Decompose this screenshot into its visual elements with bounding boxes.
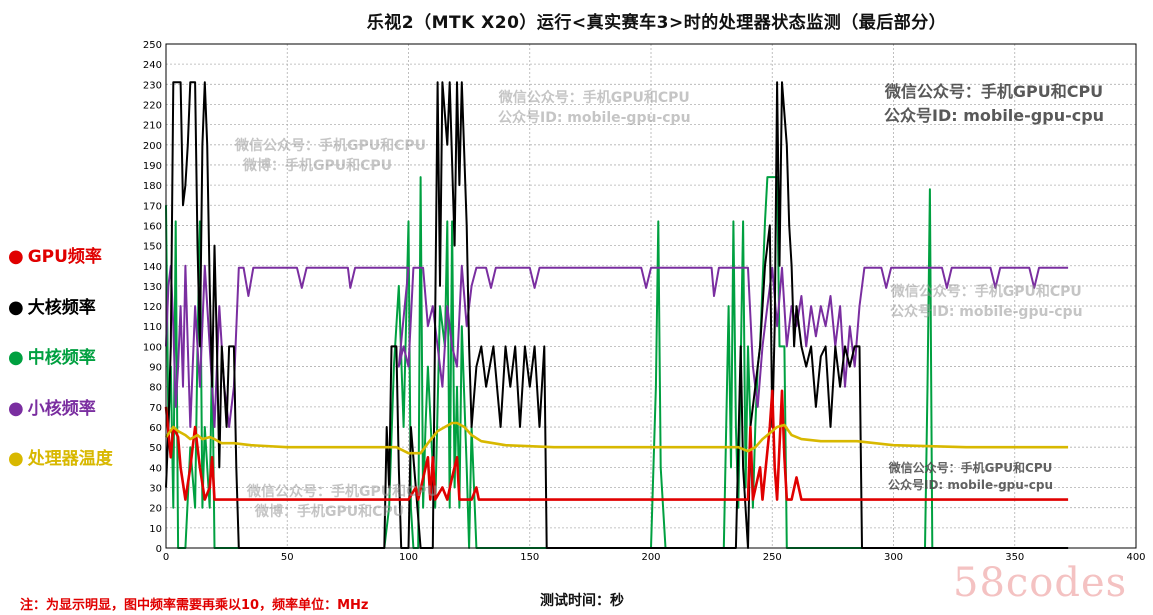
y-tick-label: 170 — [143, 201, 162, 212]
x-tick-label: 100 — [399, 552, 418, 563]
axes: 0 10 20 30 40 50 60 70 80 90 100 110 120 130 140 150 160… — [143, 40, 1146, 563]
y-tick-label: 190 — [143, 161, 162, 172]
watermark-6: 微信公众号：手机GPU和CPU 微博：手机GPU和CPU — [247, 484, 439, 520]
y-tick-label: 90 — [149, 363, 162, 374]
y-tick-label: 110 — [143, 322, 162, 333]
legend-label-gpu: GPU频率 — [27, 247, 102, 267]
series-line-1 — [165, 81, 1069, 549]
x-tick-label: 300 — [884, 552, 903, 563]
legend-item-little-core: ● 小核频率 — [8, 394, 96, 419]
x-tick-label: 250 — [763, 552, 782, 563]
watermark-4: 微信公众号：手机GPU和CPU 公众号ID: mobile-gpu-cpu — [890, 284, 1083, 320]
site-watermark: 58codes — [953, 560, 1128, 606]
watermark-1: 微信公众号：手机GPU和CPU 公众号ID: mobile-gpu-cpu — [498, 90, 691, 126]
y-tick-label: 0 — [156, 544, 162, 555]
y-tick-label: 160 — [143, 221, 162, 232]
chart-title: 乐视2（MTK X20）运行<真实赛车3>时的处理器状态监测（最后部分） — [366, 13, 947, 33]
y-tick-label: 140 — [143, 262, 162, 273]
series-line-0 — [164, 389, 1069, 501]
x-tick-label: 50 — [281, 552, 294, 563]
y-tick-label: 210 — [143, 121, 162, 132]
y-tick-label: 200 — [143, 141, 162, 152]
legend-label-temperature: 处理器温度 — [27, 449, 113, 469]
y-tick-label: 40 — [149, 463, 162, 474]
legend-dot-mid-core: ● — [8, 347, 24, 368]
series-layer — [164, 81, 1069, 549]
y-tick-label: 120 — [143, 302, 162, 313]
legend-item-temperature: ● 处理器温度 — [8, 444, 113, 469]
y-tick-label: 50 — [149, 443, 162, 454]
y-tick-label: 30 — [149, 484, 162, 495]
x-tick-label: 400 — [1126, 552, 1145, 563]
plot-frame — [165, 43, 1137, 549]
y-tick-label: 100 — [143, 342, 162, 353]
x-tick-label: 200 — [641, 552, 660, 563]
y-tick-label: 80 — [149, 383, 162, 394]
legend-label-big-core: 大核频率 — [27, 298, 96, 318]
y-tick-label: 70 — [149, 403, 162, 414]
x-axis-label: 测试时间：秒 — [540, 593, 624, 609]
legend-dot-little-core: ● — [8, 398, 24, 419]
legend-dot-temperature: ● — [8, 448, 24, 469]
x-tick-label: 150 — [520, 552, 539, 563]
y-tick-label: 240 — [143, 60, 162, 71]
watermark-5: 微信公众号：手机GPU和CPU 公众号ID: mobile-gpu-cpu — [888, 461, 1054, 492]
y-tick-label: 180 — [143, 181, 162, 192]
frequency-note: 注：为显示明显，图中频率需要再乘以10，频率单位：MHz — [20, 598, 369, 613]
y-tick-label: 20 — [149, 504, 162, 515]
y-tick-label: 220 — [143, 100, 162, 111]
series-line-4 — [164, 421, 1069, 455]
watermark-2: 微信公众号：手机GPU和CPU 微博：手机GPU和CPU — [235, 138, 427, 174]
watermark-3: 微信公众号：手机GPU和CPU 公众号ID: mobile-gpu-cpu — [884, 82, 1105, 125]
grid-lines — [165, 43, 1137, 549]
y-tick-label: 130 — [143, 282, 162, 293]
legend-item-gpu: ● GPU频率 — [8, 242, 102, 267]
x-tick-label: 0 — [163, 552, 169, 563]
x-tick-label: 350 — [1005, 552, 1024, 563]
legend-label-mid-core: 中核频率 — [27, 348, 96, 368]
y-tick-label: 150 — [143, 242, 162, 253]
legend-dot-gpu: ● — [8, 246, 24, 267]
legend-item-mid-core: ● 中核频率 — [8, 343, 96, 368]
series-line-3 — [165, 264, 1069, 428]
legend-item-big-core: ● 大核频率 — [8, 293, 96, 318]
y-tick-label: 250 — [143, 40, 162, 51]
y-tick-label: 60 — [149, 423, 162, 434]
legend-dot-big-core: ● — [8, 297, 24, 318]
y-tick-label: 10 — [149, 524, 162, 535]
y-tick-label: 230 — [143, 80, 162, 91]
legend-label-little-core: 小核频率 — [27, 399, 96, 419]
